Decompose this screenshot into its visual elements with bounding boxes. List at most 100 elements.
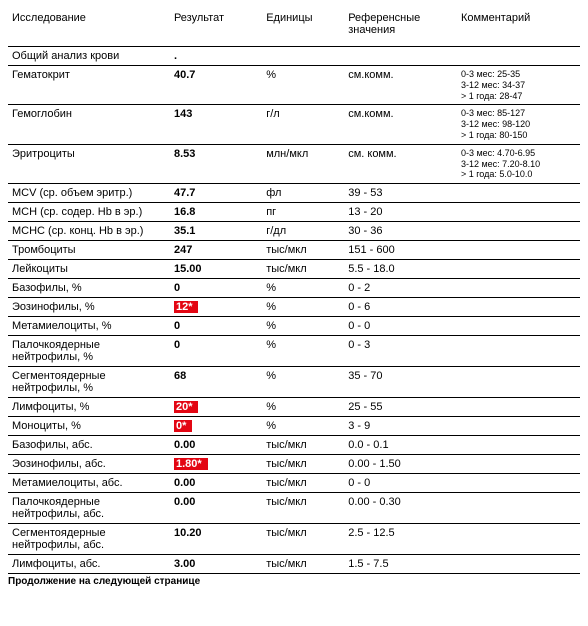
cell-comment: [457, 524, 580, 555]
cell-ref: см.комм.: [344, 66, 457, 105]
cell-test: Эозинофилы, %: [8, 298, 170, 317]
table-row: Гемоглобин143г/лсм.комм.0-3 мес: 85-1273…: [8, 105, 580, 144]
cell-unit: тыс/мкл: [262, 493, 344, 524]
cell-ref: 0.00 - 0.30: [344, 493, 457, 524]
cell-unit: г/дл: [262, 222, 344, 241]
table-row: Лейкоциты15.00тыс/мкл5.5 - 18.0: [8, 260, 580, 279]
cell-comment: [457, 203, 580, 222]
cell-ref: 13 - 20: [344, 203, 457, 222]
cell-test: MCHC (ср. конц. Hb в эр.): [8, 222, 170, 241]
table-row: Палочкоядерные нейтрофилы, абс.0.00тыс/м…: [8, 493, 580, 524]
cell-result: 16.8: [170, 203, 262, 222]
table-row: MCV (ср. объем эритр.)47.7фл39 - 53: [8, 184, 580, 203]
cell-unit: тыс/мкл: [262, 474, 344, 493]
cell-comment: [457, 260, 580, 279]
cell-ref: 1.5 - 7.5: [344, 555, 457, 574]
header-ref: Референсные значения: [344, 8, 457, 47]
cell-test: Гематокрит: [8, 66, 170, 105]
cell-comment: [457, 455, 580, 474]
cell-unit: %: [262, 66, 344, 105]
cell-test: Метамиелоциты, абс.: [8, 474, 170, 493]
cell-comment: 0-3 мес: 4.70-6.953-12 мес: 7.20-8.10> 1…: [457, 144, 580, 183]
cell-unit: тыс/мкл: [262, 241, 344, 260]
cell-test: Тромбоциты: [8, 241, 170, 260]
table-row: Метамиелоциты, абс.0.00тыс/мкл0 - 0: [8, 474, 580, 493]
cell-result: 0.00: [170, 493, 262, 524]
cell-unit: тыс/мкл: [262, 555, 344, 574]
cell-test: Метамиелоциты, %: [8, 317, 170, 336]
cell-ref: 2.5 - 12.5: [344, 524, 457, 555]
cell-comment: [457, 474, 580, 493]
abnormal-badge: 1.80*: [174, 458, 208, 470]
cell-unit: пг: [262, 203, 344, 222]
cell-comment: [457, 336, 580, 367]
cell-ref: см. комм.: [344, 144, 457, 183]
cell-result: 247: [170, 241, 262, 260]
table-row: Базофилы, абс.0.00тыс/мкл0.0 - 0.1: [8, 436, 580, 455]
cell-ref: 25 - 55: [344, 398, 457, 417]
cell-result: 15.00: [170, 260, 262, 279]
header-row: Исследование Результат Единицы Референсн…: [8, 8, 580, 47]
cell-result: 68: [170, 367, 262, 398]
header-result: Результат: [170, 8, 262, 47]
cell-comment: [457, 222, 580, 241]
cell-result: 0*: [170, 417, 262, 436]
cell-result: 35.1: [170, 222, 262, 241]
cell-result: 10.20: [170, 524, 262, 555]
table-row: Сегментоядерные нейтрофилы, абс.10.20тыс…: [8, 524, 580, 555]
table-row: Сегментоядерные нейтрофилы, %68%35 - 70: [8, 367, 580, 398]
cell-result: 0.00: [170, 436, 262, 455]
table-row: Палочкоядерные нейтрофилы, %0%0 - 3: [8, 336, 580, 367]
cell-result: 1.80*: [170, 455, 262, 474]
cell-ref: 5.5 - 18.0: [344, 260, 457, 279]
cell-ref: 0 - 2: [344, 279, 457, 298]
cell-result: 40.7: [170, 66, 262, 105]
cell-ref: [344, 47, 457, 66]
cell-ref: 0 - 0: [344, 317, 457, 336]
cell-comment: [457, 555, 580, 574]
cell-ref: 0.0 - 0.1: [344, 436, 457, 455]
cell-ref: 30 - 36: [344, 222, 457, 241]
table-row: Лимфоциты, абс.3.00тыс/мкл1.5 - 7.5: [8, 555, 580, 574]
cell-ref: 0.00 - 1.50: [344, 455, 457, 474]
cell-result: 0: [170, 317, 262, 336]
table-row: Тромбоциты247тыс/мкл151 - 600: [8, 241, 580, 260]
cell-ref: 35 - 70: [344, 367, 457, 398]
header-unit: Единицы: [262, 8, 344, 47]
table-row: Лимфоциты, %20*%25 - 55: [8, 398, 580, 417]
cell-test: Эозинофилы, абс.: [8, 455, 170, 474]
abnormal-badge: 12*: [174, 301, 199, 313]
cell-comment: 0-3 мес: 25-353-12 мес: 34-37> 1 года: 2…: [457, 66, 580, 105]
cell-ref: 3 - 9: [344, 417, 457, 436]
cell-test: Лимфоциты, %: [8, 398, 170, 417]
cell-result: .: [170, 47, 262, 66]
header-test: Исследование: [8, 8, 170, 47]
cell-unit: %: [262, 298, 344, 317]
cell-ref: см.комм.: [344, 105, 457, 144]
abnormal-badge: 20*: [174, 401, 199, 413]
cell-test: Лейкоциты: [8, 260, 170, 279]
cell-unit: %: [262, 336, 344, 367]
cell-comment: [457, 279, 580, 298]
cell-comment: [457, 47, 580, 66]
cell-comment: [457, 417, 580, 436]
cell-ref: 0 - 6: [344, 298, 457, 317]
table-row: MCH (ср. содер. Hb в эр.)16.8пг13 - 20: [8, 203, 580, 222]
cell-test: Гемоглобин: [8, 105, 170, 144]
cell-result: 8.53: [170, 144, 262, 183]
cell-comment: [457, 317, 580, 336]
cell-comment: 0-3 мес: 85-1273-12 мес: 98-120> 1 года:…: [457, 105, 580, 144]
cell-result: 0: [170, 279, 262, 298]
cell-result: 0: [170, 336, 262, 367]
cell-comment: [457, 241, 580, 260]
table-row: Эритроциты8.53млн/мклсм. комм.0-3 мес: 4…: [8, 144, 580, 183]
table-row: Эозинофилы, % 12*%0 - 6: [8, 298, 580, 317]
cell-unit: тыс/мкл: [262, 436, 344, 455]
lab-results-table: Исследование Результат Единицы Референсн…: [8, 8, 580, 574]
cell-comment: [457, 298, 580, 317]
cell-ref: 39 - 53: [344, 184, 457, 203]
cell-test: Лимфоциты, абс.: [8, 555, 170, 574]
cell-unit: млн/мкл: [262, 144, 344, 183]
cell-ref: 0 - 0: [344, 474, 457, 493]
cell-test: Сегментоядерные нейтрофилы, абс.: [8, 524, 170, 555]
